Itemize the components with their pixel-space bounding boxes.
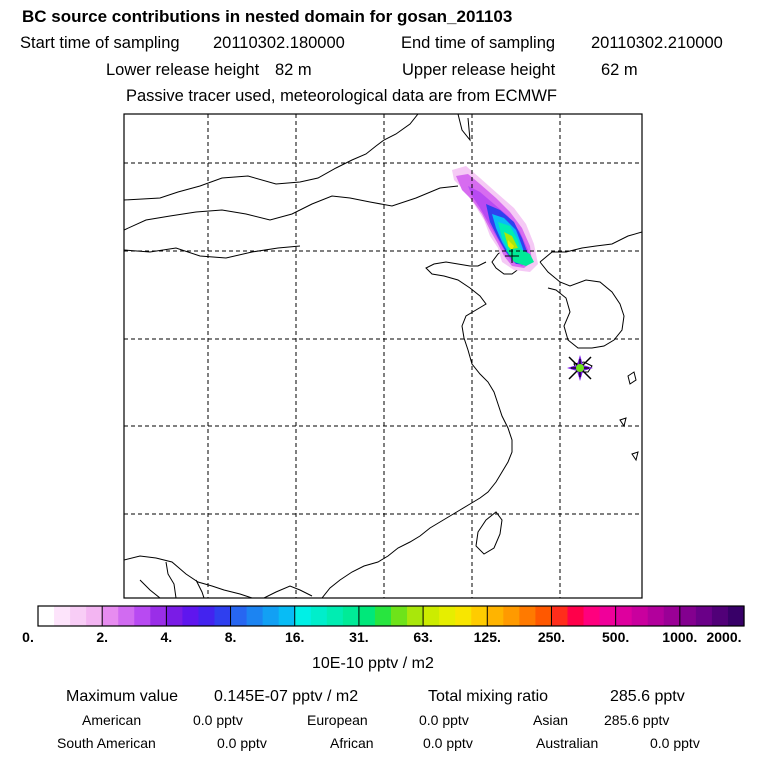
colorbar-cell bbox=[262, 606, 280, 626]
colorbar-cell bbox=[182, 606, 200, 626]
region-value-african: 0.0 pptv bbox=[423, 735, 473, 751]
colorbar-tick-label: 2. bbox=[96, 629, 109, 645]
colorbar-unit: 10E-10 pptv / m2 bbox=[312, 655, 434, 672]
colorbar-cell bbox=[503, 606, 520, 626]
colorbar-cell bbox=[118, 606, 135, 626]
colorbar-cell bbox=[455, 606, 472, 626]
release-marker bbox=[505, 249, 519, 263]
colorbar-cell bbox=[246, 606, 264, 626]
region-value-american: 0.0 pptv bbox=[193, 712, 243, 728]
coastlines bbox=[124, 114, 642, 598]
colorbar-cell bbox=[567, 606, 585, 626]
colorbar-cell bbox=[439, 606, 456, 626]
colorbar-cell bbox=[374, 606, 392, 626]
region-value-australian: 0.0 pptv bbox=[650, 735, 700, 751]
colorbar-cell bbox=[615, 606, 633, 626]
colorbar-cell bbox=[599, 606, 617, 626]
upper-height-value: 62 m bbox=[601, 61, 638, 79]
upper-height-label: Upper release height bbox=[402, 61, 556, 79]
colorbar-cell bbox=[583, 606, 601, 626]
colorbar-cell bbox=[535, 606, 553, 626]
colorbar-tick-label: 16. bbox=[284, 629, 305, 645]
colorbar-tick-label: 63. bbox=[413, 629, 433, 645]
region-value-european: 0.0 pptv bbox=[419, 712, 469, 728]
colorbar-cell bbox=[391, 606, 408, 626]
total-mixing-value: 285.6 pptv bbox=[610, 688, 685, 705]
start-time-value: 20110302.180000 bbox=[213, 34, 345, 52]
colorbar-cell bbox=[278, 606, 296, 626]
colorbar-cell bbox=[198, 606, 216, 626]
region-name-african: African bbox=[330, 735, 374, 751]
map-frame bbox=[123, 113, 643, 599]
lower-height-value: 82 m bbox=[275, 61, 312, 79]
region-name-american: American bbox=[82, 712, 142, 728]
colorbar-cell bbox=[695, 606, 713, 626]
colorbar-tick-label: 1000. bbox=[662, 629, 698, 645]
max-value: 0.145E-07 pptv / m2 bbox=[214, 688, 359, 705]
colorbar-frame bbox=[37, 605, 745, 627]
colorbar-tick-label: 0. bbox=[22, 629, 34, 645]
plot-title: BC source contributions in nested domain… bbox=[22, 7, 513, 26]
colorbar-cell bbox=[150, 606, 167, 626]
colorbar-tick-label: 4. bbox=[160, 629, 173, 645]
colorbar-cell bbox=[711, 606, 729, 626]
colorbar-cell bbox=[134, 606, 151, 626]
colorbar-tick-label: 250. bbox=[537, 629, 566, 645]
lower-height-label: Lower release height bbox=[106, 61, 260, 79]
colorbar-cell bbox=[423, 606, 440, 626]
colorbar-cell bbox=[551, 606, 569, 626]
region-name-australian: Australian bbox=[536, 735, 599, 751]
end-time-value: 20110302.210000 bbox=[591, 34, 723, 52]
colorbar-tick-label: 2000. bbox=[706, 629, 742, 645]
colorbar-cell bbox=[358, 606, 376, 626]
start-time-label: Start time of sampling bbox=[20, 34, 180, 52]
colorbar-cell bbox=[294, 606, 312, 626]
plume bbox=[452, 166, 538, 272]
colorbar bbox=[38, 606, 745, 626]
colorbar-tick-label: 31. bbox=[349, 629, 369, 645]
receptor-star-icon bbox=[567, 355, 593, 381]
colorbar-cell bbox=[230, 606, 248, 626]
colorbar-tick-label: 500. bbox=[602, 629, 630, 645]
region-value-south-american: 0.0 pptv bbox=[217, 735, 267, 751]
region-name-asian: Asian bbox=[533, 712, 569, 728]
colorbar-cell bbox=[102, 606, 119, 626]
colorbar-cell bbox=[631, 606, 649, 626]
colorbar-cell bbox=[86, 606, 103, 626]
colorbar-cell bbox=[326, 606, 344, 626]
tracer-note: Passive tracer used, meteorological data… bbox=[126, 87, 557, 105]
colorbar-cell bbox=[342, 606, 360, 626]
region-name-south-american: South American bbox=[57, 735, 156, 751]
colorbar-cell bbox=[663, 606, 681, 626]
total-mixing-label: Total mixing ratio bbox=[428, 688, 549, 705]
colorbar-cell bbox=[519, 606, 537, 626]
colorbar-tick-label: 125. bbox=[473, 629, 501, 645]
colorbar-cell bbox=[407, 606, 424, 626]
colorbar-cell bbox=[38, 606, 55, 626]
max-value-label: Maximum value bbox=[66, 688, 179, 705]
colorbar-cell bbox=[214, 606, 232, 626]
colorbar-tick-label: 8. bbox=[224, 629, 237, 645]
colorbar-cell bbox=[54, 606, 71, 626]
colorbar-cell bbox=[487, 606, 504, 626]
colorbar-dividers bbox=[101, 606, 681, 626]
colorbar-cell bbox=[647, 606, 665, 626]
colorbar-cell bbox=[471, 606, 488, 626]
map-grid bbox=[124, 114, 642, 598]
region-name-european: European bbox=[307, 712, 368, 728]
colorbar-cell bbox=[679, 606, 697, 626]
colorbar-cell bbox=[70, 606, 87, 626]
colorbar-cell bbox=[727, 606, 745, 626]
region-value-asian: 285.6 pptv bbox=[604, 712, 670, 728]
end-time-label: End time of sampling bbox=[401, 34, 556, 52]
colorbar-cell bbox=[166, 606, 184, 626]
colorbar-cell bbox=[310, 606, 328, 626]
